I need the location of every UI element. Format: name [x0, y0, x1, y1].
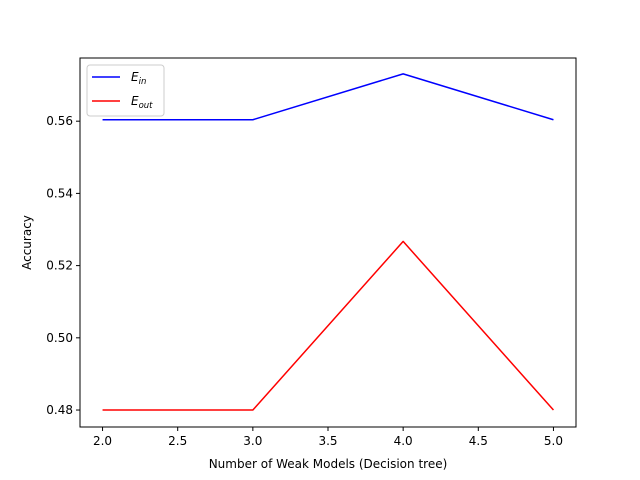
legend-label-ein-sub: in	[139, 77, 147, 87]
y-tick-label: 0.52	[46, 259, 73, 273]
legend-label-eout-sub: out	[139, 101, 154, 111]
x-tick-label: 2.0	[93, 434, 112, 448]
legend-label-eout: Eout	[131, 94, 153, 111]
x-tick-label: 3.5	[318, 434, 337, 448]
legend-label-ein: Ein	[131, 70, 146, 87]
series-line-e-out	[102, 240, 555, 411]
x-tick-label: 5.0	[544, 434, 563, 448]
x-axis-label: Number of Weak Models (Decision tree)	[209, 457, 448, 471]
y-axis-label: Accuracy	[20, 215, 34, 270]
x-tick-label: 3.0	[243, 434, 262, 448]
x-axis: 2.0 2.5 3.0 3.5 4.0 4.5 5.0	[93, 427, 563, 448]
series-line-e-in	[102, 73, 554, 121]
legend-label-ein-main: E	[131, 70, 139, 84]
x-tick-label: 4.5	[469, 434, 488, 448]
legend: Ein Eout	[86, 64, 165, 117]
x-tick-label: 2.5	[168, 434, 187, 448]
series-layer	[102, 73, 555, 411]
y-tick-label: 0.50	[46, 331, 73, 345]
y-tick-label: 0.54	[46, 186, 73, 200]
x-tick-label: 4.0	[394, 434, 413, 448]
y-axis: 0.48 0.50 0.52 0.54 0.56	[46, 114, 80, 417]
legend-label-eout-main: E	[131, 94, 139, 108]
y-tick-label: 0.56	[46, 114, 73, 128]
y-tick-label: 0.48	[46, 403, 73, 417]
